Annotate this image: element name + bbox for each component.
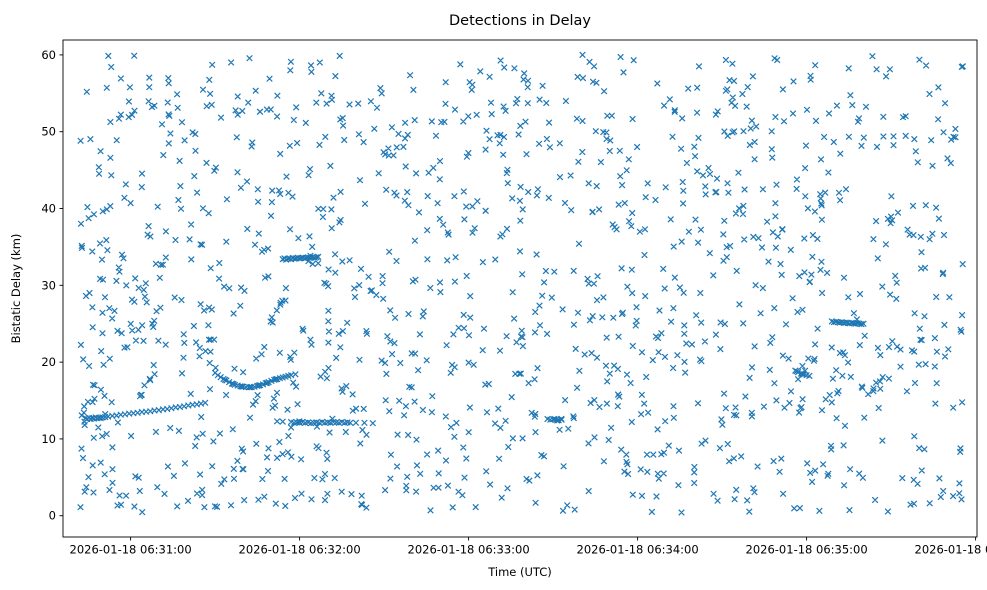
y-tick-label: 50 [41,125,56,139]
chart-layer: 2026-01-18 06:31:00 2026-01-18 06:32:00 20… [41,39,987,557]
y-tick-label: 40 [41,202,56,216]
x-axis-label: Time (UTC) [487,565,552,579]
scatter-points [77,51,967,516]
x-tick-label: 2026-01-18 06:34:00 [577,543,699,557]
x-tick-label: 2026-01-18 06:32:00 [239,543,361,557]
chart-title: Detections in Delay [449,13,591,29]
y-axis-label: Bistatic Delay (km) [9,234,23,344]
y-tick-label: 10 [41,432,56,446]
x-tick-label: 2026-01-18 06:36:00 [915,543,987,557]
x-tick-label: 2026-01-18 06:33:00 [408,543,530,557]
y-tick-label: 0 [49,509,56,523]
y-tick-label: 20 [41,355,56,369]
x-tick-label: 2026-01-18 06:35:00 [746,543,868,557]
y-tick-label: 60 [41,48,56,62]
y-tick-label: 30 [41,278,56,292]
plot-border [62,39,978,538]
x-tick-label: 2026-01-18 06:31:00 [70,543,192,557]
